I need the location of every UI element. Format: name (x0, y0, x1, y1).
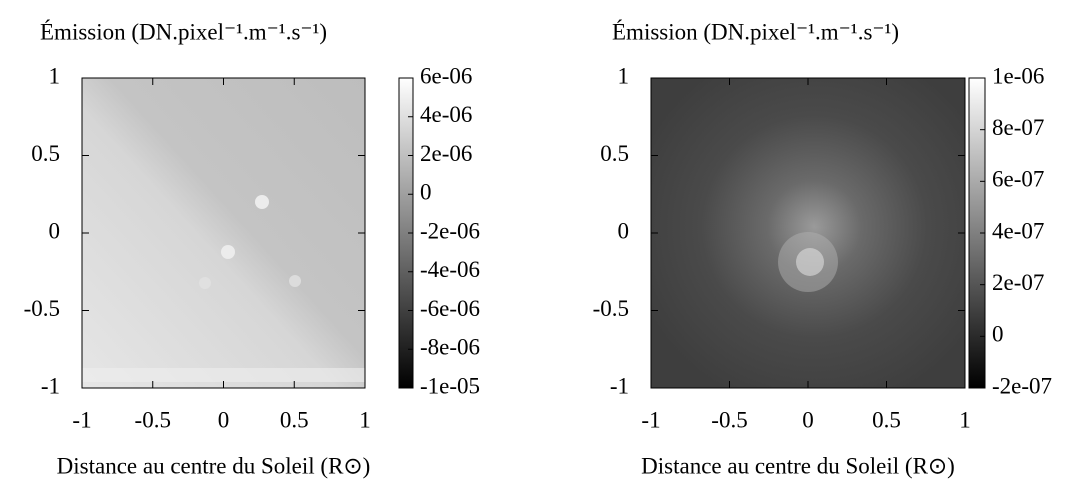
colorbar-tick-label: 6e-07 (992, 167, 1044, 192)
colorbar-tick-label: 6e-06 (420, 63, 472, 88)
y-tick-label: 1 (618, 63, 630, 88)
x-tick-label: -1 (72, 407, 91, 432)
colorbar-tick-label: 4e-07 (992, 218, 1044, 243)
x-tick-label: 0.5 (280, 407, 309, 432)
y-tick-label: -1 (610, 373, 629, 398)
colorbar-tick-label: 8e-07 (992, 115, 1044, 140)
y-tick-label: -0.5 (593, 296, 629, 321)
colorbar-tick-label: 4e-06 (420, 102, 472, 127)
y-tick-label: 0 (618, 218, 630, 243)
colorbar-tick-label: 0 (420, 180, 432, 205)
heatmap-image-right (651, 78, 965, 388)
x-tick-label: 0.5 (872, 407, 901, 432)
colorbar-tick-label: 0 (992, 322, 1004, 347)
colorbar-tick-label: -2e-06 (420, 218, 480, 243)
heatmap-image-left (82, 78, 365, 388)
y-tick-label: -1 (41, 373, 60, 398)
chart-title: Émission (DN.pixel⁻¹.m⁻¹.s⁻¹) (612, 19, 899, 44)
y-tick-label: 0.5 (31, 141, 60, 166)
colorbar-tick-label: -6e-06 (420, 296, 480, 321)
x-tick-label: 1 (959, 407, 971, 432)
y-tick-label: 1 (49, 63, 61, 88)
x-tick-label: -0.5 (711, 407, 747, 432)
colorbar-tick-label: 1e-06 (992, 63, 1044, 88)
colorbar-tick-label: -4e-06 (420, 257, 480, 282)
x-axis-label: Distance au centre du Soleil (R⊙) (641, 453, 955, 478)
x-tick-label: -0.5 (135, 407, 171, 432)
x-axis-label: Distance au centre du Soleil (R⊙) (57, 453, 371, 478)
x-tick-label: 1 (359, 407, 371, 432)
colorbar-tick-label: -8e-06 (420, 335, 480, 360)
x-tick-label: 0 (802, 407, 814, 432)
colorbar-tick-label: -1e-05 (420, 373, 480, 398)
colorbar-tick-label: 2e-07 (992, 270, 1044, 295)
y-tick-label: 0.5 (600, 141, 629, 166)
chart-title: Émission (DN.pixel⁻¹.m⁻¹.s⁻¹) (40, 19, 327, 44)
y-tick-label: -0.5 (24, 296, 60, 321)
x-tick-label: -1 (641, 407, 660, 432)
colorbar-tick-label: 2e-06 (420, 141, 472, 166)
y-tick-label: 0 (49, 218, 61, 243)
x-tick-label: 0 (218, 407, 230, 432)
colorbar-tick-label: -2e-07 (992, 373, 1052, 398)
